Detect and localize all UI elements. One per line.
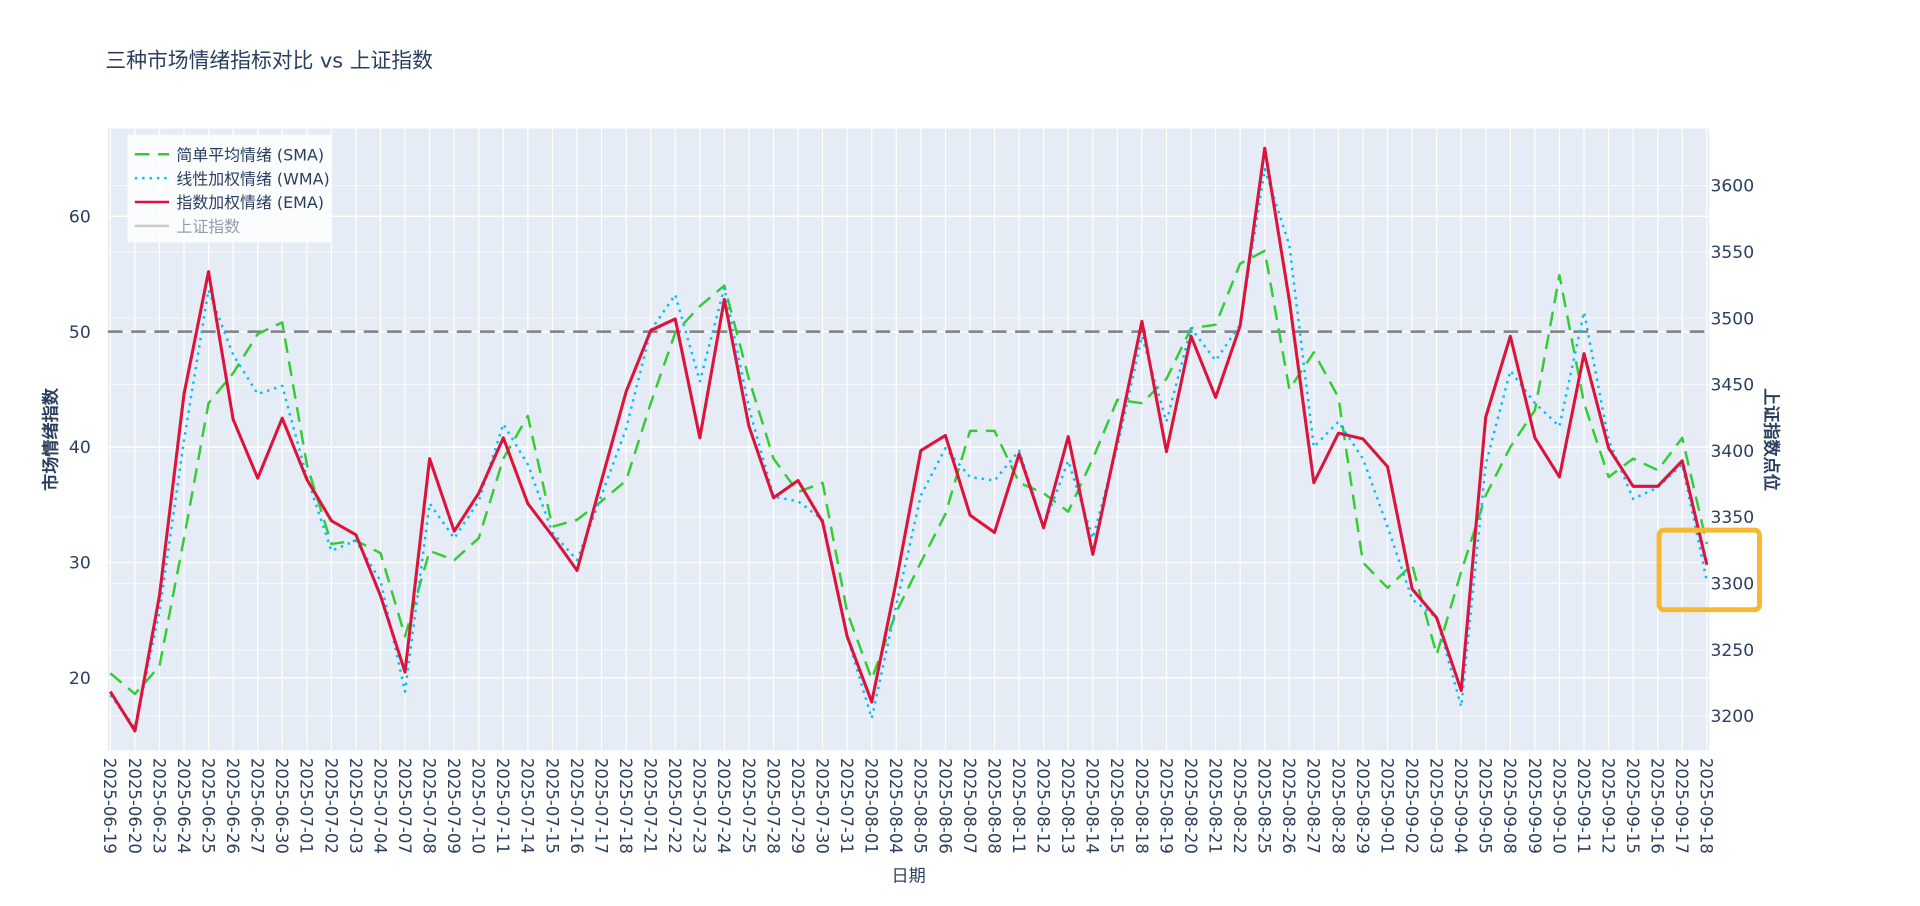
x-tick-label: 2025-06-19 (100, 758, 119, 854)
x-tick-label: 2025-06-27 (248, 758, 267, 854)
y-tick-label: 50 (69, 323, 91, 343)
x-tick-label: 2025-09-18 (1697, 758, 1716, 854)
x-tick-label: 2025-07-28 (763, 758, 782, 854)
x-tick-label: 2025-07-02 (321, 758, 340, 854)
x-tick-label: 2025-08-11 (1009, 758, 1028, 854)
legend-label: 线性加权情绪 (WMA) (176, 169, 329, 188)
x-tick-label: 2025-08-27 (1304, 758, 1323, 854)
x-tick-label: 2025-07-24 (714, 758, 733, 854)
y2-tick-label: 3300 (1711, 575, 1755, 595)
x-tick-label: 2025-07-16 (567, 758, 586, 854)
x-tick-label: 2025-09-09 (1525, 758, 1544, 854)
x-tick-label: 2025-08-29 (1353, 758, 1372, 854)
x-tick-label: 2025-06-23 (149, 758, 168, 854)
y-tick-label: 30 (69, 554, 91, 574)
x-tick-label: 2025-07-22 (665, 758, 684, 854)
x-tick-label: 2025-09-03 (1427, 758, 1446, 854)
y2-tick-label: 3250 (1711, 641, 1755, 661)
x-tick-label: 2025-07-04 (370, 758, 389, 854)
x-tick-label: 2025-06-25 (198, 758, 217, 854)
x-tick-label: 2025-06-30 (272, 758, 291, 854)
x-tick-label: 2025-07-23 (690, 758, 709, 854)
chart-title: 三种市场情绪指标对比 vs 上证指数 (105, 48, 433, 72)
x-tick-label: 2025-07-30 (812, 758, 831, 854)
x-tick-label: 2025-09-05 (1476, 758, 1495, 854)
x-tick-label: 2025-08-04 (886, 758, 905, 854)
x-tick-label: 2025-08-26 (1279, 758, 1298, 854)
y2-tick-label: 3350 (1711, 508, 1755, 528)
x-tick-label: 2025-07-29 (788, 758, 807, 854)
y-axis-title: 市场情绪指数 (40, 387, 61, 491)
y-tick-label: 40 (69, 438, 91, 458)
legend-box (127, 134, 331, 243)
x-tick-label: 2025-07-18 (616, 758, 635, 854)
y-tick-label: 60 (69, 207, 91, 227)
x-tick-label: 2025-06-24 (174, 758, 193, 854)
x-tick-label: 2025-08-13 (1058, 758, 1077, 854)
x-tick-label: 2025-08-20 (1181, 758, 1200, 854)
x-tick-label: 2025-06-26 (223, 758, 242, 854)
x-tick-label: 2025-07-07 (395, 758, 414, 854)
x-tick-label: 2025-09-16 (1648, 758, 1667, 854)
y2-tick-label: 3450 (1711, 376, 1755, 396)
x-tick-label: 2025-07-11 (493, 758, 512, 854)
x-tick-label: 2025-08-25 (1255, 758, 1274, 854)
x-tick-label: 2025-08-18 (1132, 758, 1151, 854)
x-tick-label: 2025-07-25 (739, 758, 758, 854)
x-tick-label: 2025-07-31 (837, 758, 856, 854)
x-tick-label: 2025-07-15 (542, 758, 561, 854)
y2-tick-label: 3200 (1711, 707, 1755, 727)
x-tick-label: 2025-07-14 (518, 758, 537, 854)
x-tick-label: 2025-07-03 (346, 758, 365, 854)
x-tick-label: 2025-08-19 (1156, 758, 1175, 854)
y2-tick-label: 3500 (1711, 309, 1755, 329)
x-axis-title: 日期 (891, 867, 925, 887)
x-tick-label: 2025-09-04 (1451, 758, 1470, 854)
x-tick-label: 2025-08-06 (935, 758, 954, 854)
x-tick-label: 2025-08-15 (1107, 758, 1126, 854)
x-tick-label: 2025-09-17 (1672, 758, 1691, 854)
x-tick-label: 2025-08-21 (1205, 758, 1224, 854)
series-line (109, 249, 1709, 696)
x-tick-label: 2025-08-28 (1328, 758, 1347, 854)
x-tick-label: 2025-08-12 (1034, 758, 1053, 854)
y2-tick-label: 3400 (1711, 442, 1755, 462)
series-line (109, 146, 1709, 733)
x-tick-label: 2025-07-10 (469, 758, 488, 854)
x-tick-label: 2025-08-14 (1083, 758, 1102, 854)
x-tick-label: 2025-09-02 (1402, 758, 1421, 854)
x-tick-label: 2025-09-01 (1377, 758, 1396, 854)
x-tick-label: 2025-06-20 (125, 758, 144, 854)
x-tick-label: 2025-08-01 (862, 758, 881, 854)
x-tick-label: 2025-08-07 (960, 758, 979, 854)
x-tick-label: 2025-08-05 (911, 758, 930, 854)
x-tick-label: 2025-07-09 (444, 758, 463, 854)
x-tick-label: 2025-09-10 (1549, 758, 1568, 854)
x-tick-label: 2025-09-12 (1598, 758, 1617, 854)
x-tick-label: 2025-07-21 (641, 758, 660, 854)
y2-tick-label: 3600 (1711, 177, 1755, 197)
highlight-box (1656, 527, 1762, 613)
x-tick-label: 2025-09-11 (1574, 758, 1593, 854)
x-tick-label: 2025-07-08 (420, 758, 439, 854)
plot-background (107, 128, 1710, 751)
legend-label: 指数加权情绪 (EMA) (176, 193, 324, 212)
x-tick-label: 2025-07-01 (297, 758, 316, 854)
x-tick-label: 2025-09-15 (1623, 758, 1642, 854)
y-tick-label: 20 (69, 669, 91, 689)
y2-axis-title: 上证指数点位 (1761, 388, 1782, 491)
x-tick-label: 2025-08-08 (984, 758, 1003, 854)
legend-label: 上证指数 (176, 217, 240, 236)
x-tick-label: 2025-07-17 (591, 758, 610, 854)
x-tick-label: 2025-08-22 (1230, 758, 1249, 854)
legend-label: 简单平均情绪 (SMA) (176, 145, 324, 164)
x-tick-label: 2025-09-08 (1500, 758, 1519, 854)
y2-tick-label: 3550 (1711, 243, 1755, 263)
